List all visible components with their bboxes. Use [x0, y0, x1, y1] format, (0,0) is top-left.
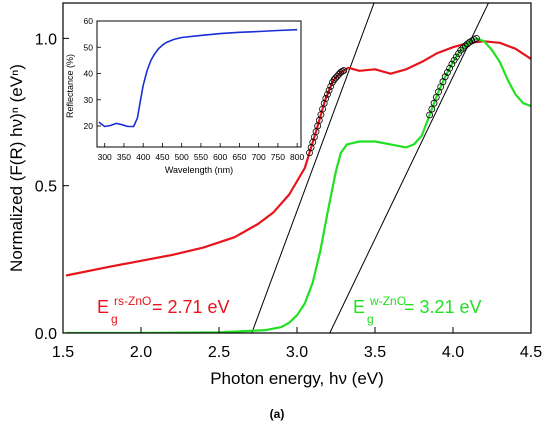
inset-x-tick-label-0: 300: [98, 152, 112, 162]
w-zno-value: = 3.21 eV: [404, 297, 482, 317]
main-x-tick-label-1: 2.0: [130, 344, 152, 361]
inset-chart: 300 350 400 450 500 550 600 650 700 750 800 20 30 40…: [65, 16, 305, 175]
inset-x-tick-label-10: 800: [290, 152, 304, 162]
inset-y-tick-label-3: 50: [84, 42, 94, 52]
main-x-tick-label-6: 4.5: [520, 344, 542, 361]
main-y-tick-label-0: 0.0: [35, 326, 57, 343]
fit-marker-1-14: [457, 46, 465, 54]
inset-y-tick-label-1: 30: [84, 95, 94, 105]
w-zno-e: E: [353, 297, 365, 317]
fit-marker-1-16: [461, 42, 469, 50]
fit-marker-0-11: [324, 90, 331, 98]
inset-y-tick-label-4: 60: [84, 16, 94, 26]
main-chart: 1.5 2.0 2.5 3.0 3.5 4.0 4.5 0.0 0.5 1.0 Photon e…: [7, 2, 542, 388]
inset-series: [98, 28, 298, 128]
fit-marker-1-8: [444, 69, 451, 76]
fit-marker-1-13: [455, 50, 462, 57]
inset-x-tick-label-3: 450: [155, 152, 169, 162]
fit-line-1: [329, 3, 490, 333]
rs-zno-bandgap-annotation: E rs-ZnO g = 2.71 eV: [97, 289, 230, 327]
main-x-tick-label-5: 4.0: [442, 344, 464, 361]
inset-x-axis-label: Wavelength (nm): [165, 165, 233, 175]
inset-x-tick-label-6: 600: [213, 152, 227, 162]
rs-zno-value: = 2.71 eV: [152, 297, 230, 317]
inset-x-tick-label-5: 550: [194, 152, 208, 162]
fit-line-0: [251, 3, 375, 333]
fit-marker-1-11: [450, 56, 458, 64]
main-x-axis: 1.5 2.0 2.5 3.0 3.5 4.0 4.5: [52, 327, 542, 361]
fit-marker-1-0: [426, 111, 434, 119]
fit-marker-1-15: [459, 44, 467, 52]
inset-x-tick-label-4: 500: [175, 152, 189, 162]
main-y-tick-label-2: 1.0: [35, 31, 57, 48]
main-series: [65, 37, 531, 333]
fit-marker-1-7: [441, 73, 449, 81]
main-x-tick-label-4: 3.5: [364, 344, 386, 361]
inset-background: [97, 21, 301, 147]
main-x-axis-label: Photon energy, hν (eV): [210, 369, 384, 388]
fit-markers: [306, 34, 480, 157]
fit-marker-1-2: [430, 99, 438, 107]
inset-y-tick-label-0: 20: [84, 121, 94, 131]
fit-marker-0-12: [325, 86, 333, 94]
main-y-tick-label-1: 0.5: [35, 179, 57, 196]
inset-x-tick-label-2: 400: [136, 152, 150, 162]
figure-caption: (a): [270, 407, 285, 421]
inset-x-tick-label-8: 700: [252, 152, 266, 162]
rs-zno-sup: rs-ZnO: [114, 294, 151, 308]
w-zno-bandgap-annotation: E w-ZnO g = 3.21 eV: [353, 289, 482, 327]
main-x-tick-label-2: 2.5: [208, 344, 230, 361]
fit-marker-0-21: [340, 67, 348, 74]
main-x-tick-label-3: 3.0: [286, 344, 308, 361]
fit-marker-0-20: [338, 67, 346, 75]
inset-y-axis-label: Reflectance (%): [65, 54, 75, 118]
inset-y-axis: 20 30 40 50 60: [84, 16, 101, 131]
main-x-tick-label-0: 1.5: [52, 344, 74, 361]
main-series-line-1: [66, 37, 531, 333]
inset-plot-frame: [96, 20, 302, 148]
rs-zno-e: E: [97, 297, 109, 317]
inset-x-tick-label-1: 350: [117, 152, 131, 162]
inset-x-tick-label-9: 750: [271, 152, 285, 162]
fit-marker-1-9: [446, 64, 454, 72]
inset-x-tick-label-7: 650: [232, 152, 246, 162]
fit-marker-0-9: [320, 99, 328, 107]
inset-series-line-0: [98, 28, 298, 128]
fit-marker-1-1: [428, 105, 436, 113]
inset-x-axis: 300 350 400 450 500 550 600 650 700 750 800: [98, 143, 305, 162]
w-zno-sup: w-ZnO: [369, 294, 406, 308]
fit-marker-1-10: [448, 60, 456, 68]
main-y-axis: 0.0 0.5 1.0: [35, 31, 69, 343]
rs-zno-sub: g: [111, 312, 118, 326]
fit-marker-1-21: [472, 34, 480, 42]
main-series-line-0: [65, 40, 531, 277]
main-y-axis-label: Normalized (F(R) hν)ⁿ (eVⁿ): [7, 64, 26, 272]
inset-y-tick-label-2: 40: [84, 69, 94, 79]
fit-marker-0-13: [327, 82, 335, 90]
fit-marker-0-19: [337, 69, 344, 76]
w-zno-sub: g: [367, 312, 374, 326]
fit-marker-1-12: [452, 53, 460, 61]
fit-marker-0-10: [322, 95, 330, 102]
